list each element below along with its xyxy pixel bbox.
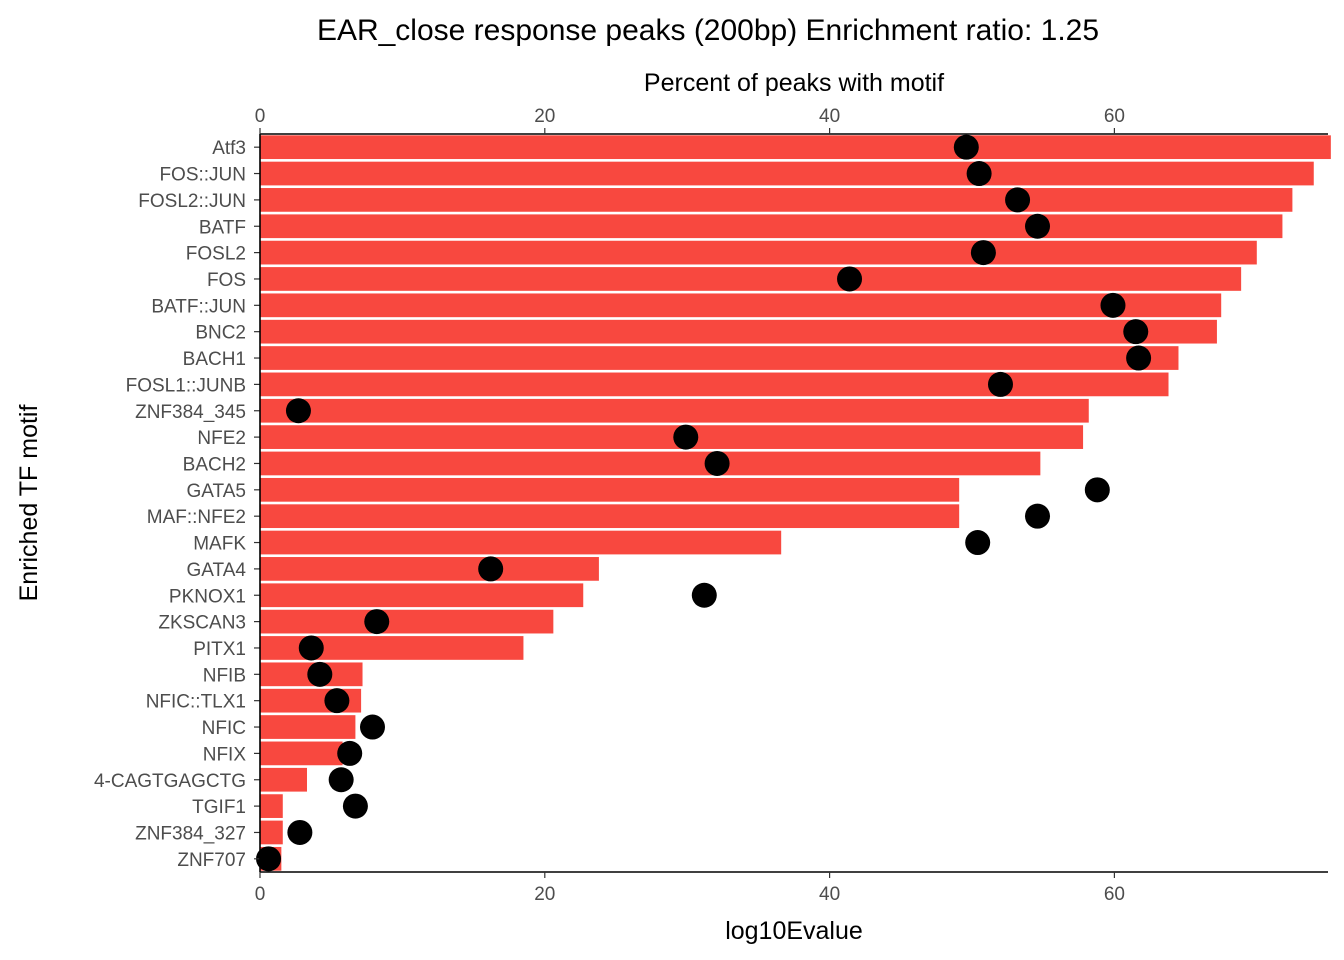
category-label-16: GATA4 (187, 560, 247, 581)
point-17 (691, 582, 717, 608)
point-25 (342, 793, 368, 819)
point-27 (256, 846, 282, 872)
category-label-24: 4-CAGTGAGCTG (94, 771, 246, 792)
bar-5 (260, 267, 1242, 291)
bar-18 (260, 609, 554, 634)
bar-0 (260, 135, 1331, 160)
bar-12 (260, 451, 1041, 476)
category-label-17: PKNOX1 (169, 586, 246, 607)
point-1 (966, 161, 992, 187)
category-label-0: Atf3 (212, 138, 246, 159)
top-tick-label-60: 60 (1104, 106, 1125, 127)
point-4 (970, 240, 996, 266)
category-label-12: BACH2 (183, 454, 246, 475)
category-label-18: ZKSCAN3 (158, 613, 246, 634)
bar-3 (260, 214, 1283, 239)
category-label-15: MAFK (193, 534, 246, 555)
bar-26 (260, 820, 283, 845)
category-label-2: FOSL2::JUN (138, 191, 246, 212)
bar-17 (260, 583, 584, 608)
bottom-tick-label-40: 40 (819, 884, 840, 905)
bar-25 (260, 794, 283, 818)
point-12 (704, 450, 730, 476)
bar-22 (260, 715, 356, 739)
bar-9 (260, 372, 1169, 397)
category-label-3: BATF (199, 217, 246, 238)
top-tick-label-20: 20 (534, 106, 555, 127)
point-19 (298, 635, 324, 661)
category-label-7: BNC2 (195, 323, 246, 344)
category-label-14: MAF::NFE2 (147, 507, 246, 528)
category-label-10: ZNF384_345 (135, 402, 246, 423)
bar-10 (260, 398, 1089, 423)
point-24 (328, 767, 354, 793)
bar-1 (260, 161, 1314, 186)
bar-11 (260, 425, 1084, 449)
category-label-6: BATF::JUN (151, 296, 246, 317)
point-9 (987, 371, 1013, 397)
point-10 (285, 398, 311, 424)
bottom-tick-label-0: 0 (255, 884, 266, 905)
top-axis-title: Percent of peaks with motif (644, 69, 944, 97)
bar-2 (260, 188, 1293, 212)
point-26 (287, 819, 313, 845)
bar-15 (260, 530, 782, 555)
bar-8 (260, 346, 1179, 370)
bottom-tick-label-20: 20 (534, 884, 555, 905)
point-11 (673, 424, 699, 450)
category-label-5: FOS (207, 270, 246, 291)
category-label-11: NFE2 (197, 428, 246, 449)
point-5 (837, 266, 863, 292)
bottom-tick-label-60: 60 (1104, 884, 1125, 905)
category-label-20: NFIB (203, 665, 246, 686)
point-14 (1025, 503, 1051, 529)
category-label-25: TGIF1 (192, 797, 246, 818)
bar-6 (260, 293, 1222, 318)
category-label-27: ZNF707 (177, 850, 246, 871)
point-15 (965, 530, 991, 556)
bar-13 (260, 477, 960, 502)
y-axis-title: Enriched TF motif (15, 405, 43, 602)
category-label-1: FOS::JUN (159, 165, 246, 186)
point-23 (337, 740, 363, 766)
point-13 (1084, 477, 1110, 503)
point-3 (1025, 213, 1051, 239)
category-label-21: NFIC::TLX1 (146, 692, 246, 713)
bottom-axis-title: log10Evalue (725, 917, 863, 945)
point-18 (364, 609, 390, 635)
bar-24 (260, 767, 307, 792)
category-label-19: PITX1 (193, 639, 246, 660)
point-22 (359, 714, 385, 740)
bar-14 (260, 504, 960, 529)
bar-23 (260, 741, 343, 766)
category-label-23: NFIX (203, 744, 247, 765)
bar-19 (260, 636, 524, 660)
point-6 (1100, 292, 1126, 318)
point-7 (1123, 319, 1149, 345)
top-tick-label-0: 0 (255, 106, 266, 127)
chart-title: EAR_close response peaks (200bp) Enrichm… (317, 14, 1099, 47)
point-16 (478, 556, 504, 582)
point-21 (324, 688, 350, 714)
category-label-26: ZNF384_327 (135, 823, 246, 844)
point-8 (1126, 345, 1152, 371)
category-label-8: BACH1 (183, 349, 246, 370)
top-tick-label-40: 40 (819, 106, 840, 127)
category-label-13: GATA5 (187, 481, 246, 502)
point-20 (307, 661, 333, 687)
point-0 (953, 134, 979, 160)
category-label-4: FOSL2 (186, 244, 246, 265)
bar-16 (260, 557, 599, 581)
bar-7 (260, 319, 1217, 344)
category-label-22: NFIC (202, 718, 246, 739)
bar-4 (260, 240, 1257, 265)
plot-area: Atf3FOS::JUNFOSL2::JUNBATFFOSL2FOSBATF::… (94, 106, 1331, 905)
category-label-9: FOSL1::JUNB (126, 375, 246, 396)
point-2 (1005, 187, 1031, 213)
